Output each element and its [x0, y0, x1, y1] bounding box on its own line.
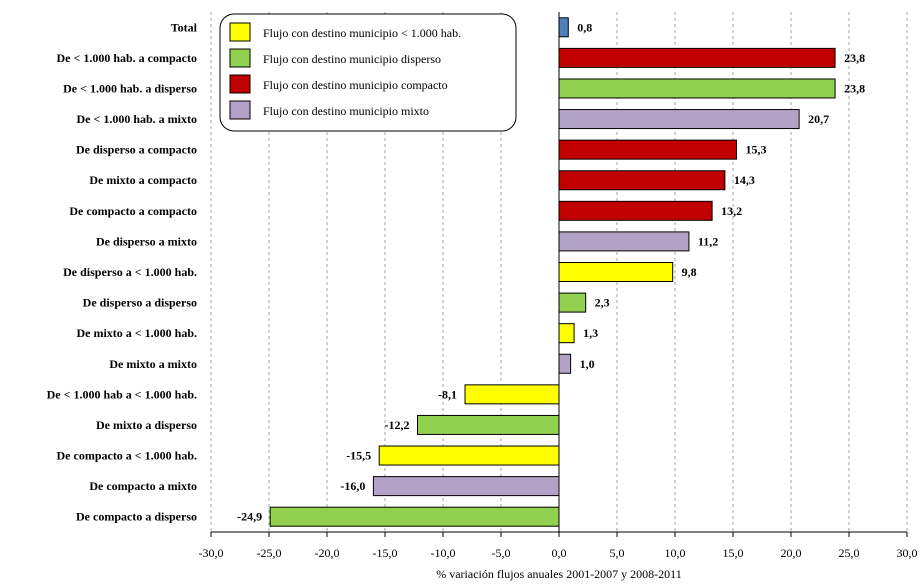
bar	[558, 292, 587, 313]
legend: Flujo con destino municipio < 1.000 hab.…	[219, 13, 517, 132]
x-tick-label: 15,0	[723, 546, 744, 560]
bar	[558, 200, 713, 221]
value-label: -16,0	[340, 479, 365, 493]
value-label: -24,9	[237, 510, 262, 524]
legend-label: Flujo con destino municipio mixto	[263, 104, 429, 118]
category-label: De compacto a < 1.000 hab.	[57, 449, 198, 463]
bar	[378, 445, 560, 466]
category-label: De mixto a < 1.000 hab.	[76, 326, 197, 340]
bar	[416, 414, 560, 435]
legend-swatch	[229, 48, 251, 68]
bar	[558, 170, 726, 191]
legend-swatch	[229, 22, 251, 42]
value-label: -12,2	[384, 418, 409, 432]
x-tick-label: -25,0	[257, 546, 282, 560]
category-label: De disperso a mixto	[96, 234, 197, 248]
value-labels: 0,8 23,8 23,8 20,7 15,3 14,3 13,2 11,2 9,8 2,3 1,3…	[237, 20, 865, 523]
value-label: -15,5	[346, 449, 371, 463]
x-tick-label: 20,0	[781, 546, 802, 560]
category-label: De < 1.000 hab. a mixto	[76, 112, 197, 126]
bar	[558, 323, 575, 344]
bar	[558, 17, 569, 38]
bar	[558, 78, 836, 99]
bar	[558, 47, 836, 68]
category-label: De disperso a compacto	[76, 143, 197, 157]
value-label: -8,1	[438, 387, 457, 401]
bar	[558, 262, 674, 282]
legend-swatch	[229, 100, 251, 120]
bar	[558, 231, 690, 252]
value-label: 23,8	[844, 81, 865, 95]
category-label: De mixto a compacto	[89, 173, 197, 187]
value-label: 1,0	[580, 357, 595, 371]
x-axis-title: % variación flujos anuales 2001-2007 y 2…	[436, 567, 682, 581]
x-tick-label: -30,0	[199, 546, 224, 560]
category-label: De < 1.000 hab. a compacto	[57, 51, 198, 65]
category-label: De mixto a disperso	[96, 418, 197, 432]
bar	[558, 109, 800, 130]
value-label: 9,8	[682, 265, 697, 279]
category-label: De compacto a compacto	[69, 204, 197, 218]
x-tick-label: -10,0	[431, 546, 456, 560]
value-label: 2,3	[595, 296, 610, 310]
value-label: 15,3	[745, 143, 766, 157]
legend-label: Flujo con destino municipio disperso	[263, 52, 441, 66]
value-label: 1,3	[583, 326, 598, 340]
bar	[269, 506, 560, 527]
category-label: De disperso a disperso	[83, 296, 197, 310]
legend-box	[219, 13, 517, 132]
value-label: 20,7	[808, 112, 829, 126]
legend-label: Flujo con destino municipio < 1.000 hab.	[263, 26, 461, 40]
category-label: De compacto a disperso	[76, 510, 197, 524]
legend-label: Flujo con destino municipio compacto	[263, 78, 448, 92]
bar	[464, 384, 560, 405]
x-tick-label: 30,0	[897, 546, 918, 560]
x-tick-label: -5,0	[492, 546, 511, 560]
bar	[558, 353, 572, 374]
x-axis: -30,0 -25,0 -20,0 -15,0 -10,0 -5,0 0,0 5,0 10,0 1…	[199, 12, 918, 560]
x-tick-label: 25,0	[839, 546, 860, 560]
category-label: De mixto a mixto	[109, 357, 197, 371]
category-label: De < 1.000 hab. a disperso	[63, 81, 197, 95]
x-tick-label: 0,0	[552, 546, 567, 560]
value-label: 23,8	[844, 51, 865, 65]
category-label: De disperso a < 1.000 hab.	[63, 265, 197, 279]
bar	[372, 476, 560, 497]
bar-series	[269, 17, 836, 527]
category-label: De compacto a mixto	[89, 479, 197, 493]
category-label: Total	[171, 20, 198, 34]
bar	[558, 139, 737, 160]
value-label: 14,3	[734, 173, 755, 187]
x-tick-label: 10,0	[665, 546, 686, 560]
category-labels: Total De < 1.000 hab. a compacto De < 1.00…	[47, 20, 198, 523]
x-tick-label: 5,0	[610, 546, 625, 560]
value-label: 13,2	[721, 204, 742, 218]
value-label: 0,8	[577, 20, 592, 34]
value-label: 11,2	[698, 234, 718, 248]
x-tick-label: -20,0	[315, 546, 340, 560]
category-label: De < 1.000 hab a < 1.000 hab.	[47, 387, 197, 401]
legend-swatch	[229, 74, 251, 94]
x-tick-label: -15,0	[373, 546, 398, 560]
